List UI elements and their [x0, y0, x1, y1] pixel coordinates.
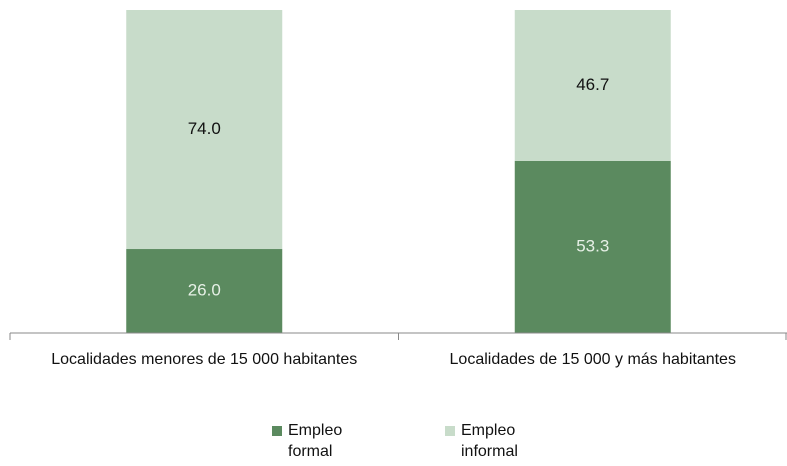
legend-label: Empleo formal: [288, 422, 343, 460]
data-label: 53.3: [576, 236, 609, 255]
x-tick-label: Localidades de 15 000 y más habitantes: [449, 351, 736, 368]
data-label: 46.7: [576, 75, 609, 94]
legend-item: Empleo formal: [272, 420, 382, 462]
data-label: 74.0: [188, 119, 221, 138]
bar-segment: [514, 10, 671, 161]
legend-label: Empleo informal: [461, 422, 518, 460]
legend-swatch: [445, 426, 455, 436]
legend-swatch: [272, 426, 282, 436]
x-tick-label: Localidades menores de 15 000 habitantes: [51, 351, 358, 368]
bar-segment: [126, 249, 283, 333]
legend-item: Empleo informal: [445, 420, 555, 462]
bar-segment: [514, 160, 671, 333]
bar-segment: [126, 10, 283, 250]
data-label: 26.0: [188, 280, 221, 299]
